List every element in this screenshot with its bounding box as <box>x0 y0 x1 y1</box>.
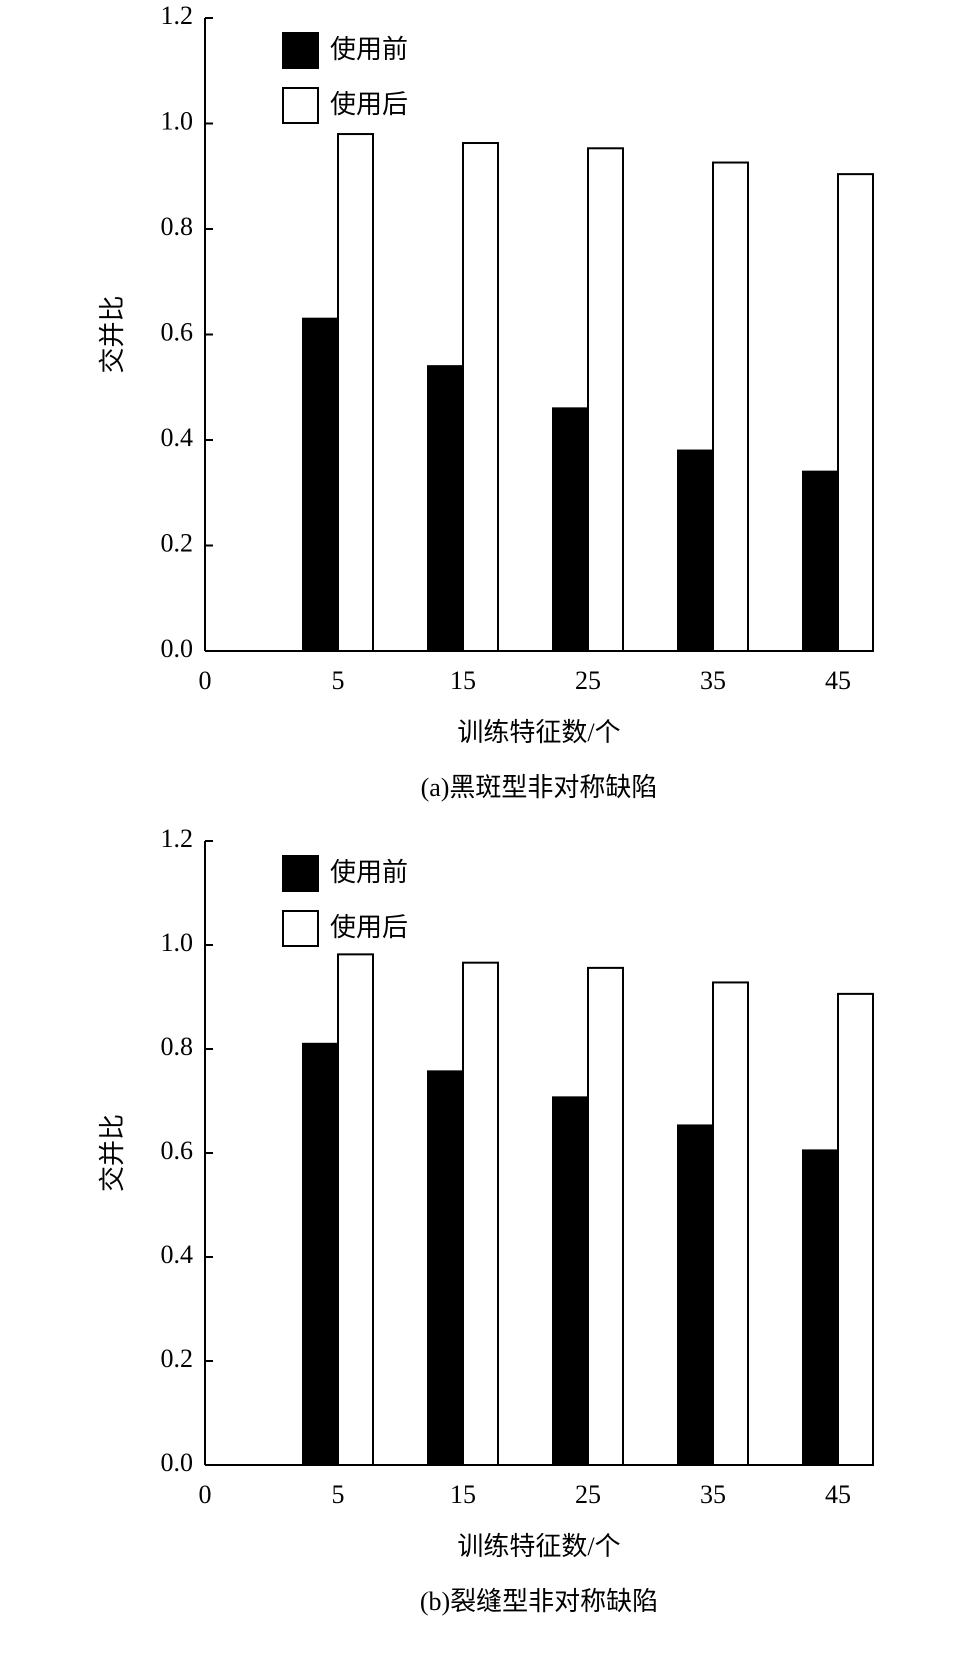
legend-swatch <box>282 910 319 947</box>
bar <box>677 449 714 652</box>
legend-swatch <box>282 32 319 69</box>
legend-label: 使用前 <box>330 858 408 887</box>
y-tick-label: 0.6 <box>161 1136 194 1165</box>
y-tick-label: 0.8 <box>161 212 194 241</box>
x-axis-label: 训练特征数/个 <box>457 718 620 747</box>
bar <box>552 1096 589 1466</box>
x-tick-label: 5 <box>332 1480 345 1509</box>
legend-label: 使用后 <box>330 913 408 942</box>
bar <box>837 173 874 652</box>
x-tick-label: 0 <box>199 666 212 695</box>
y-tick-label: 0.4 <box>161 423 194 452</box>
x-tick-label: 45 <box>825 1480 851 1509</box>
bar <box>337 953 374 1466</box>
bar <box>802 470 839 652</box>
x-tick-label: 0 <box>199 1480 212 1509</box>
chart-title: (b)裂缝型非对称缺陷 <box>420 1587 658 1616</box>
y-tick-label: 0.8 <box>161 1032 194 1061</box>
y-axis-label: 交并比 <box>98 295 127 373</box>
x-tick-label: 15 <box>450 666 476 695</box>
y-tick-label: 1.2 <box>161 1 194 30</box>
y-tick-label: 0.4 <box>161 1240 194 1269</box>
x-tick-label: 15 <box>450 1480 476 1509</box>
y-tick-label: 0.0 <box>161 634 194 663</box>
y-tick-label: 0.6 <box>161 317 194 346</box>
x-tick-label: 5 <box>332 666 345 695</box>
y-tick-label: 0.2 <box>161 528 194 557</box>
legend-swatch <box>282 855 319 892</box>
legend-swatch <box>282 87 319 124</box>
bar <box>337 133 374 653</box>
y-tick-label: 0.0 <box>161 1448 194 1477</box>
bar <box>802 1149 839 1467</box>
bar <box>587 147 624 652</box>
bar <box>462 142 499 653</box>
bar <box>587 966 624 1466</box>
bar <box>302 317 339 652</box>
y-tick-label: 1.2 <box>161 824 194 853</box>
bar <box>427 365 464 652</box>
y-axis-label: 交并比 <box>98 1114 127 1192</box>
y-tick-label: 1.0 <box>161 106 194 135</box>
bar <box>712 161 749 652</box>
bar <box>462 961 499 1466</box>
chart-title: (a)黑斑型非对称缺陷 <box>421 773 658 802</box>
bar <box>427 1070 464 1466</box>
bar <box>302 1042 339 1467</box>
y-tick-label: 1.0 <box>161 928 194 957</box>
x-tick-label: 25 <box>575 666 601 695</box>
x-tick-label: 45 <box>825 666 851 695</box>
x-tick-label: 35 <box>700 666 726 695</box>
bar <box>677 1124 714 1466</box>
bar <box>712 981 749 1466</box>
x-tick-label: 35 <box>700 1480 726 1509</box>
bar <box>552 407 589 652</box>
legend-label: 使用前 <box>330 35 408 64</box>
x-axis-label: 训练特征数/个 <box>457 1532 620 1561</box>
legend-label: 使用后 <box>330 90 408 119</box>
x-tick-label: 25 <box>575 1480 601 1509</box>
y-tick-label: 0.2 <box>161 1344 194 1373</box>
bar <box>837 992 874 1466</box>
